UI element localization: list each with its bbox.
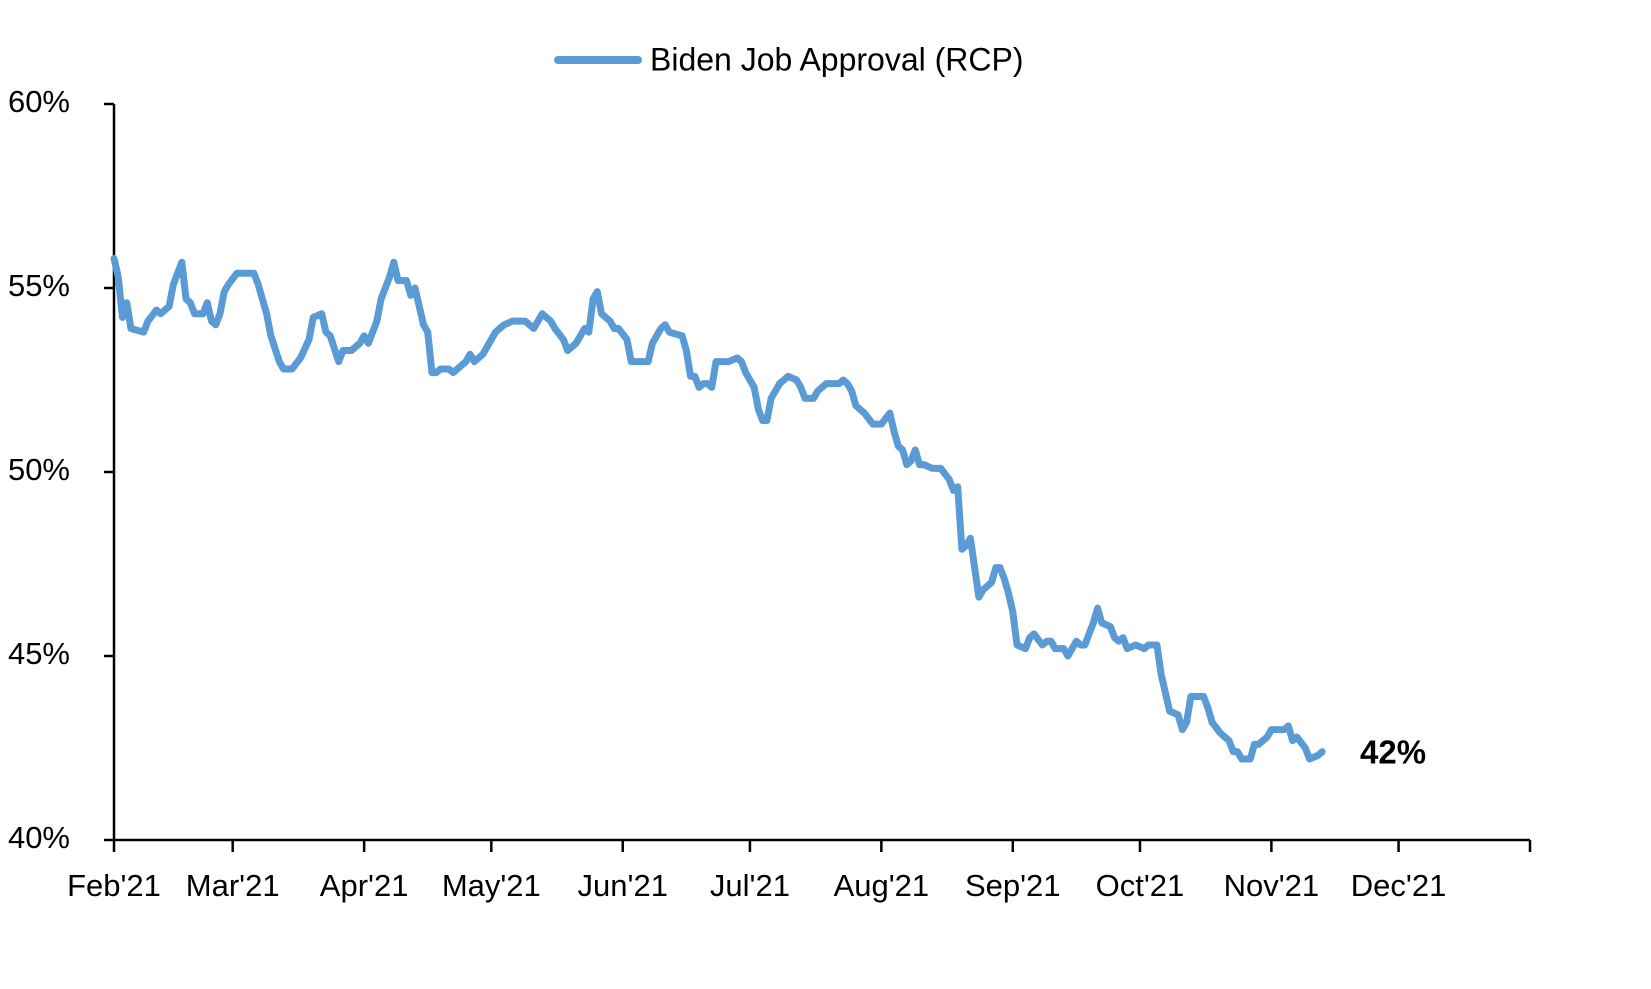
x-tick-label: Feb'21: [67, 868, 161, 903]
x-tick-label: Aug'21: [834, 868, 930, 903]
x-tick-label: Apr'21: [320, 868, 409, 903]
x-tick-label: Dec'21: [1351, 868, 1447, 903]
y-tick-label: 55%: [8, 268, 70, 303]
x-tick-label: Nov'21: [1224, 868, 1320, 903]
y-tick-label: 50%: [8, 452, 70, 487]
x-tick-label: Jul'21: [710, 868, 790, 903]
x-tick-label: Jun'21: [578, 868, 668, 903]
x-tick-label: Mar'21: [186, 868, 280, 903]
y-tick-label: 60%: [8, 84, 70, 119]
end-annotation: 42%: [1360, 734, 1426, 771]
y-tick-label: 40%: [8, 820, 70, 855]
x-tick-label: Sep'21: [965, 868, 1061, 903]
x-tick-label: May'21: [442, 868, 541, 903]
y-tick-label: 45%: [8, 636, 70, 671]
x-tick-label: Oct'21: [1096, 868, 1185, 903]
legend-label: Biden Job Approval (RCP): [650, 41, 1024, 77]
data-line: [110, 255, 1326, 763]
